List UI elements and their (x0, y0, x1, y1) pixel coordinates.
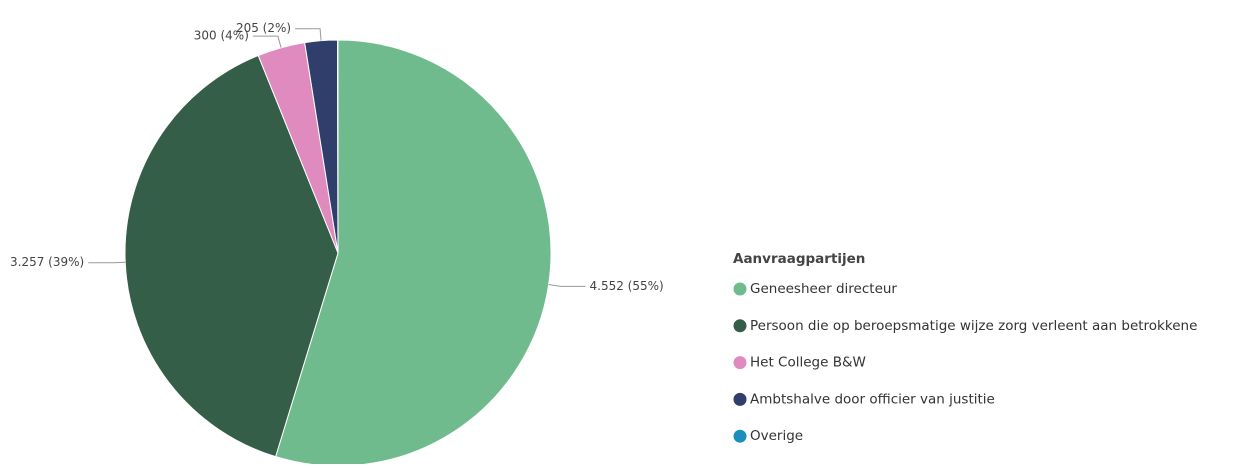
legend-marker (734, 283, 747, 296)
legend-label: Persoon die op beroepsmatige wijze zorg … (750, 318, 1197, 334)
legend-label: Geneesheer directeur (750, 281, 897, 297)
leader-line (253, 36, 281, 48)
legend-marker (734, 393, 747, 406)
data-label: 205 (2%) (236, 21, 291, 35)
legend-marker (734, 319, 747, 332)
leader-line (295, 29, 321, 41)
legend-title: Aanvraagpartijen (733, 251, 865, 267)
legend-label: Het College B&W (750, 355, 866, 371)
legend-label: Overige (750, 428, 803, 444)
data-label: 3.257 (39%) (10, 255, 84, 269)
leader-line (88, 262, 125, 263)
legend-label: Ambtshalve door officier van justitie (750, 391, 995, 407)
data-label: 4.552 (55%) (590, 279, 664, 293)
legend-marker (734, 356, 747, 369)
legend-marker (734, 430, 747, 443)
leader-line (549, 285, 586, 287)
